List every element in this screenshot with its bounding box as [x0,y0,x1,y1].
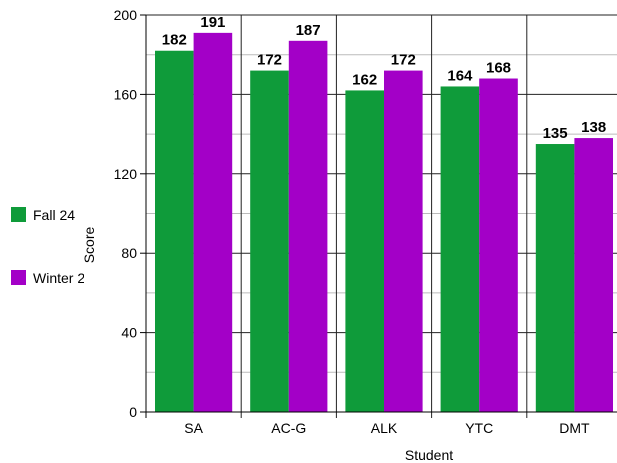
legend: Fall 24 Winter 25 [11,207,93,286]
x-tick-label: DMT [559,420,590,436]
legend-label-series-2: Winter 25 [33,270,93,286]
y-axis-title: Score [81,227,97,264]
bar-sa-series-1 [155,50,194,412]
y-tick-label: 200 [114,7,138,23]
x-tick-label: SA [184,420,203,436]
axes [140,14,617,418]
bar-ac-g-series-1 [250,70,289,412]
x-tick-label: AC-G [271,420,306,436]
bar-alk-series-1 [345,90,384,413]
data-label: 187 [296,22,321,39]
bar-alk-series-2 [384,70,423,412]
data-label: 164 [447,67,473,84]
data-label: 182 [162,32,187,49]
y-tick-label: 160 [114,86,138,102]
data-label: 172 [391,52,416,69]
bar-ac-g-series-2 [288,40,328,413]
data-label: 172 [257,52,282,69]
legend-swatch-series-1 [11,207,26,222]
labels: 182 191 SA 172 187 AC-G 162 172 ALK 164 168 YTC 135 1… [114,7,607,436]
legend-swatch-series-2 [11,270,26,285]
bar-ytc-series-2 [479,78,518,413]
y-tick-label: 80 [121,245,137,261]
data-label: 191 [200,14,225,31]
bar-ytc-series-1 [440,86,480,413]
legend-label-series-1: Fall 24 [33,207,75,223]
data-label: 138 [581,119,606,136]
y-tick-label: 0 [129,404,137,420]
x-tick-label: YTC [465,420,493,436]
data-label: 162 [352,71,377,88]
bar-dmt-series-2 [574,138,613,412]
legend-overlap-mask [84,150,130,310]
bar-dmt-series-1 [535,144,575,412]
y-tick-label: 40 [121,325,137,341]
data-label: 168 [486,60,511,77]
x-tick-label: ALK [371,420,398,436]
bar-sa-series-2 [193,32,233,413]
x-axis-title: Student [405,447,453,463]
bars [155,32,613,413]
data-label: 135 [543,125,568,142]
y-tick-label: 120 [114,166,138,182]
